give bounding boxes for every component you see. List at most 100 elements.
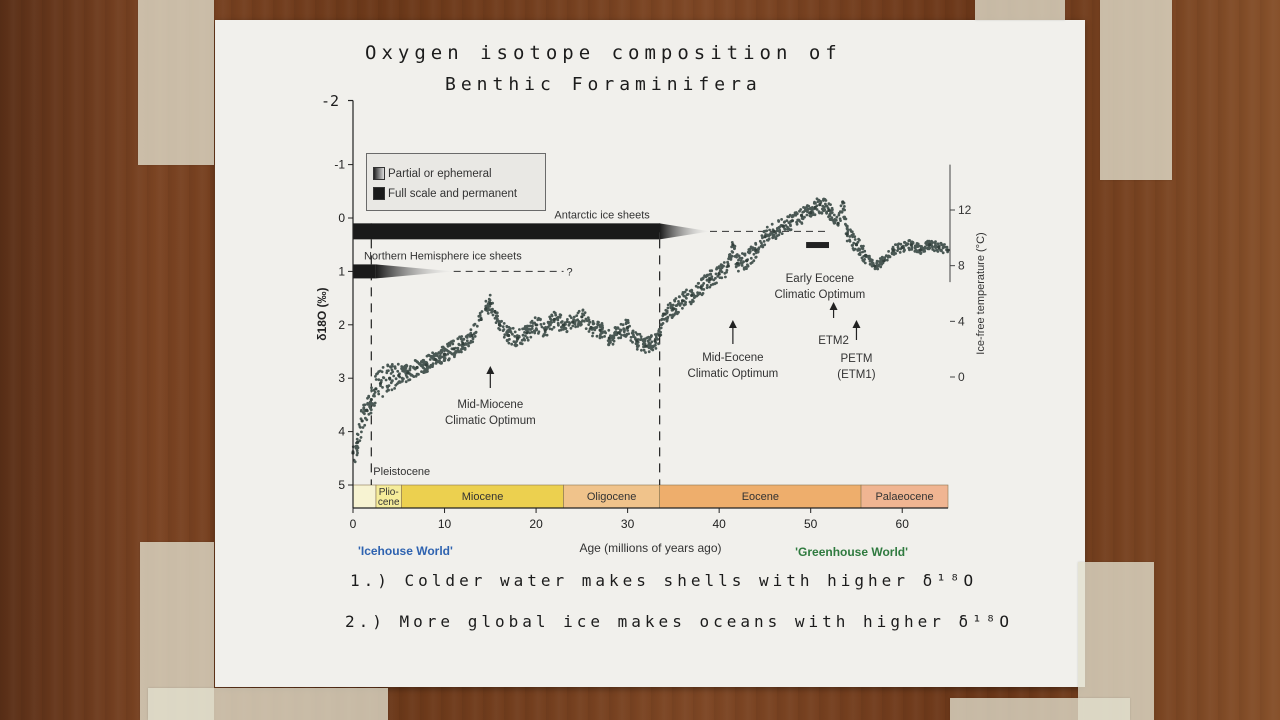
solid-swatch-icon <box>373 187 385 200</box>
data-point <box>412 375 416 378</box>
icehouse-label: 'Icehouse World' <box>358 544 453 558</box>
data-point <box>528 331 532 335</box>
data-point <box>786 215 790 219</box>
data-point <box>674 304 678 307</box>
data-point <box>424 363 428 367</box>
data-point <box>629 335 633 339</box>
data-point <box>571 324 575 328</box>
data-point <box>606 339 610 342</box>
data-point <box>662 312 666 316</box>
data-point <box>381 376 385 379</box>
annotation-label: ETM2 <box>818 335 849 347</box>
data-point <box>457 342 461 346</box>
data-point <box>497 323 502 327</box>
data-point <box>543 328 547 332</box>
data-point <box>390 388 394 392</box>
data-point <box>367 394 371 398</box>
data-point <box>370 389 374 392</box>
data-point <box>831 208 834 212</box>
epoch-label: Eocene <box>742 491 779 503</box>
data-point <box>875 261 879 265</box>
data-point <box>626 329 630 332</box>
data-point <box>638 338 642 341</box>
data-point <box>834 218 838 222</box>
data-point <box>685 288 688 292</box>
data-point <box>885 258 889 262</box>
data-point <box>851 244 854 247</box>
data-point <box>846 228 850 232</box>
data-point <box>443 359 447 362</box>
data-point <box>574 325 577 329</box>
data-point <box>400 367 403 370</box>
data-point <box>502 322 506 325</box>
tape-top-right-1 <box>975 0 1065 20</box>
data-point <box>465 339 469 343</box>
data-point <box>401 369 404 373</box>
data-point <box>634 331 638 334</box>
data-point <box>484 299 488 303</box>
data-point <box>699 285 703 290</box>
data-point <box>626 319 630 323</box>
data-point <box>475 324 479 328</box>
data-point <box>682 303 686 307</box>
handwritten-note-1: 1.) Colder water makes shells with highe… <box>350 571 978 590</box>
data-point <box>495 316 498 320</box>
data-point <box>550 313 554 317</box>
data-point <box>402 377 405 381</box>
data-point <box>360 430 363 434</box>
data-point <box>822 205 826 209</box>
data-point <box>642 348 646 352</box>
data-point <box>651 348 655 352</box>
data-point <box>632 333 635 337</box>
data-point <box>647 335 650 339</box>
data-point <box>583 311 587 314</box>
data-point <box>832 221 836 225</box>
data-point <box>571 320 575 324</box>
data-point <box>537 332 540 335</box>
data-point <box>549 323 552 327</box>
handwritten-note-2: 2.) More global ice makes oceans with hi… <box>345 612 1014 631</box>
data-point <box>456 346 460 350</box>
data-point <box>505 324 509 328</box>
data-point <box>765 225 769 229</box>
data-point <box>939 241 943 245</box>
data-point <box>471 337 475 341</box>
data-point <box>388 376 392 380</box>
data-point <box>868 262 872 266</box>
data-point <box>363 403 367 407</box>
data-point <box>909 241 913 244</box>
data-point <box>780 232 784 236</box>
data-point <box>427 354 430 357</box>
epoch-label-line2: cene <box>378 497 400 508</box>
annotation-label: PETM <box>840 353 872 365</box>
data-point <box>671 314 675 318</box>
arrow-mid-miocene-head <box>486 366 495 374</box>
data-point <box>897 247 900 251</box>
data-point <box>926 246 930 250</box>
data-point <box>723 271 727 275</box>
data-point <box>613 333 617 337</box>
data-point <box>398 380 401 384</box>
data-point <box>731 243 735 247</box>
tape-bottom-right-2 <box>950 698 1130 720</box>
data-point <box>882 259 886 263</box>
data-point <box>913 246 917 250</box>
data-point <box>694 294 697 298</box>
data-point <box>501 325 505 328</box>
data-point <box>474 330 478 334</box>
data-point <box>524 334 527 338</box>
data-point <box>772 229 776 233</box>
data-point <box>862 244 865 248</box>
data-point <box>374 387 378 391</box>
data-point <box>607 336 611 340</box>
data-point <box>635 333 639 336</box>
data-point <box>730 241 734 244</box>
data-point <box>552 310 556 314</box>
data-point <box>609 334 612 337</box>
data-point <box>461 341 465 346</box>
data-point <box>355 453 359 457</box>
data-point <box>794 213 798 217</box>
data-point <box>521 333 525 337</box>
data-point <box>507 328 511 332</box>
data-point <box>757 246 761 250</box>
